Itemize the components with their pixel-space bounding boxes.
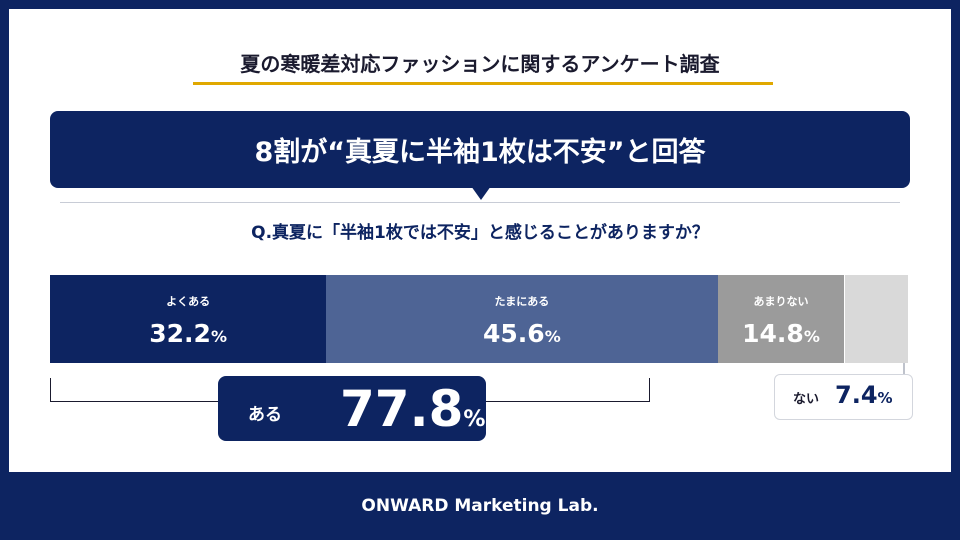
segment-label: よくある [166,295,211,308]
group-total-nai: ない 7.4% [774,374,913,420]
headline-banner: 8割が“真夏に半袖1枚は不安”と回答 [50,111,910,188]
group-label-nai: ない [793,392,820,407]
bar-segment-4 [844,275,908,363]
headline-pointer [471,186,491,200]
stacked-bar-chart: よくある 32.2% たまにある 45.6% あまりない 14.8% [50,275,908,363]
group-connector-nai [903,363,905,375]
bar-segment-3: あまりない 14.8% [717,275,845,363]
group-total-aru: ある 77.8% [218,376,486,441]
segment-label: たまにある [494,295,550,308]
segment-label: あまりない [753,295,809,308]
divider [60,202,900,203]
bar-segment-1: よくある 32.2% [50,275,327,363]
segment-value: 32.2% [149,319,227,348]
headline-text: 8割が“真夏に半袖1枚は不安”と回答 [254,137,706,168]
segment-value: 45.6% [483,319,561,348]
title-underline [193,82,773,85]
segment-value: 14.8% [742,319,820,348]
bar-segment-2: たまにある 45.6% [326,275,718,363]
group-label-aru: ある [248,405,282,425]
group-value-nai: 7.4% [835,381,893,409]
group-value-aru: 77.8% [340,380,486,438]
footer-brand: ONWARD Marketing Lab. [361,496,599,516]
question-text: Q.真夏に「半袖1枚では不安」と感じることがありますか？ [251,223,709,243]
survey-title: 夏の寒暖差対応ファッションに関するアンケート調査 [240,52,720,76]
